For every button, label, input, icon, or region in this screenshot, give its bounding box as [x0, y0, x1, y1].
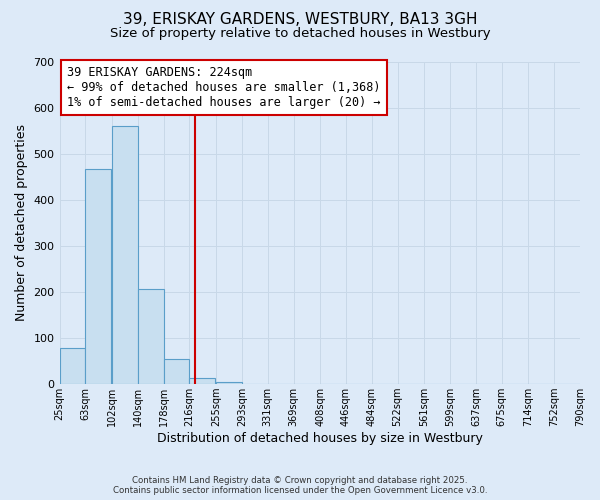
Y-axis label: Number of detached properties: Number of detached properties: [15, 124, 28, 322]
X-axis label: Distribution of detached houses by size in Westbury: Distribution of detached houses by size …: [157, 432, 483, 445]
Bar: [85, 169, 111, 384]
Text: 39, ERISKAY GARDENS, WESTBURY, BA13 3GH: 39, ERISKAY GARDENS, WESTBURY, BA13 3GH: [123, 12, 477, 28]
Text: Size of property relative to detached houses in Westbury: Size of property relative to detached ho…: [110, 28, 490, 40]
Bar: [59, 348, 85, 384]
Bar: [164, 359, 190, 384]
Text: 39 ERISKAY GARDENS: 224sqm
← 99% of detached houses are smaller (1,368)
1% of se: 39 ERISKAY GARDENS: 224sqm ← 99% of deta…: [67, 66, 381, 110]
Text: Contains HM Land Registry data © Crown copyright and database right 2025.
Contai: Contains HM Land Registry data © Crown c…: [113, 476, 487, 495]
Bar: [112, 126, 138, 384]
Bar: [190, 378, 215, 384]
Bar: [216, 382, 242, 384]
Bar: [138, 288, 164, 384]
